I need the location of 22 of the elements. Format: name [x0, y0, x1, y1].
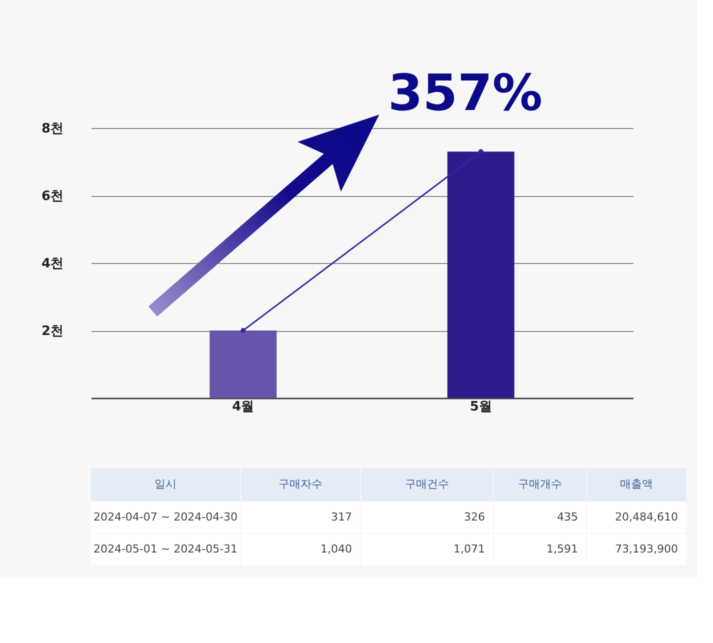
text: 일시: [154, 478, 176, 490]
y-tick-label: 4천: [41, 256, 64, 272]
text: 20,484,610: [615, 510, 678, 524]
text: 73,193,900: [615, 542, 678, 556]
text: 1,071: [454, 542, 485, 556]
text: 1,040: [320, 542, 352, 556]
text: 구매개수: [518, 478, 562, 490]
text: 435: [557, 510, 578, 524]
text: 구매건수: [405, 478, 449, 490]
text: 317: [331, 510, 352, 524]
text: 2024-04-07 ~ 2024-04-30: [93, 510, 238, 524]
text: 구매자수: [278, 478, 322, 490]
x-tick-label: 5월: [470, 400, 492, 414]
y-tick-label: 6천: [41, 189, 64, 204]
text: 326: [464, 510, 485, 524]
text: 357%: [388, 64, 542, 122]
text: 매출액: [620, 478, 653, 490]
text: 1,591: [546, 542, 578, 556]
text: 2024-05-01 ~ 2024-05-31: [93, 542, 238, 556]
y-tick-label: 8천: [41, 122, 64, 136]
y-tick-label: 2천: [41, 324, 64, 339]
x-tick-label: 4월: [232, 400, 254, 414]
